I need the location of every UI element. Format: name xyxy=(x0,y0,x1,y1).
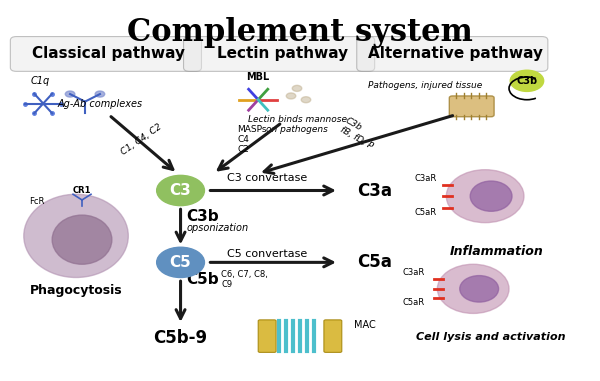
Ellipse shape xyxy=(446,170,524,223)
Text: CR1: CR1 xyxy=(73,186,91,195)
Ellipse shape xyxy=(460,275,499,302)
Text: MASPs
C4
C2: MASPs C4 C2 xyxy=(237,125,267,154)
FancyBboxPatch shape xyxy=(258,320,276,352)
Circle shape xyxy=(157,175,205,206)
Text: Lectin binds mannose
on pathogens: Lectin binds mannose on pathogens xyxy=(248,115,347,134)
FancyBboxPatch shape xyxy=(10,37,202,71)
Text: C5 convertase: C5 convertase xyxy=(227,249,307,259)
Circle shape xyxy=(292,85,302,91)
Text: Classical pathway: Classical pathway xyxy=(32,46,185,61)
Text: C6, C7, C8,
C9: C6, C7, C8, C9 xyxy=(221,270,268,289)
Ellipse shape xyxy=(437,264,509,314)
Text: C5aR: C5aR xyxy=(403,298,425,307)
Ellipse shape xyxy=(52,215,112,264)
Text: Inflammation: Inflammation xyxy=(450,245,544,258)
Text: C3b: C3b xyxy=(517,76,538,86)
Text: C5b: C5b xyxy=(187,272,219,287)
Circle shape xyxy=(65,91,75,97)
Text: C5b-9: C5b-9 xyxy=(154,329,208,347)
Circle shape xyxy=(301,97,311,103)
Text: Phagocytosis: Phagocytosis xyxy=(30,284,122,297)
Text: C3 convertase: C3 convertase xyxy=(227,173,307,183)
Ellipse shape xyxy=(24,194,128,277)
Text: FcR: FcR xyxy=(29,197,45,207)
Circle shape xyxy=(286,93,296,99)
Text: C5aR: C5aR xyxy=(415,208,436,217)
FancyBboxPatch shape xyxy=(184,37,374,71)
Text: Pathogens, injured tissue: Pathogens, injured tissue xyxy=(368,81,482,90)
FancyBboxPatch shape xyxy=(357,37,548,71)
Text: Ag-Ab complexes: Ag-Ab complexes xyxy=(58,99,142,109)
Text: Alternative pathway: Alternative pathway xyxy=(368,46,543,61)
Text: Lectin pathway: Lectin pathway xyxy=(217,46,347,61)
Text: C1, C4, C2: C1, C4, C2 xyxy=(119,122,164,157)
Circle shape xyxy=(510,70,544,91)
Text: opsonization: opsonization xyxy=(187,223,248,233)
Text: MAC: MAC xyxy=(354,320,376,330)
Text: C5: C5 xyxy=(170,255,191,270)
Circle shape xyxy=(157,247,205,277)
Text: C3aR: C3aR xyxy=(403,269,425,277)
FancyBboxPatch shape xyxy=(324,320,342,352)
Text: MBL: MBL xyxy=(247,72,270,82)
Ellipse shape xyxy=(470,181,512,211)
Text: C1q: C1q xyxy=(31,77,50,86)
Circle shape xyxy=(95,91,105,97)
Text: C3b: C3b xyxy=(187,210,219,224)
Text: C3a: C3a xyxy=(357,181,392,200)
Text: Cell lysis and activation: Cell lysis and activation xyxy=(416,332,566,343)
Text: C3b
fB, fD, P: C3b fB, fD, P xyxy=(339,116,380,151)
FancyBboxPatch shape xyxy=(449,96,494,117)
Text: C5a: C5a xyxy=(357,253,392,271)
Text: C3: C3 xyxy=(170,183,191,198)
Text: Complement system: Complement system xyxy=(127,16,473,48)
Text: C3aR: C3aR xyxy=(414,174,437,183)
